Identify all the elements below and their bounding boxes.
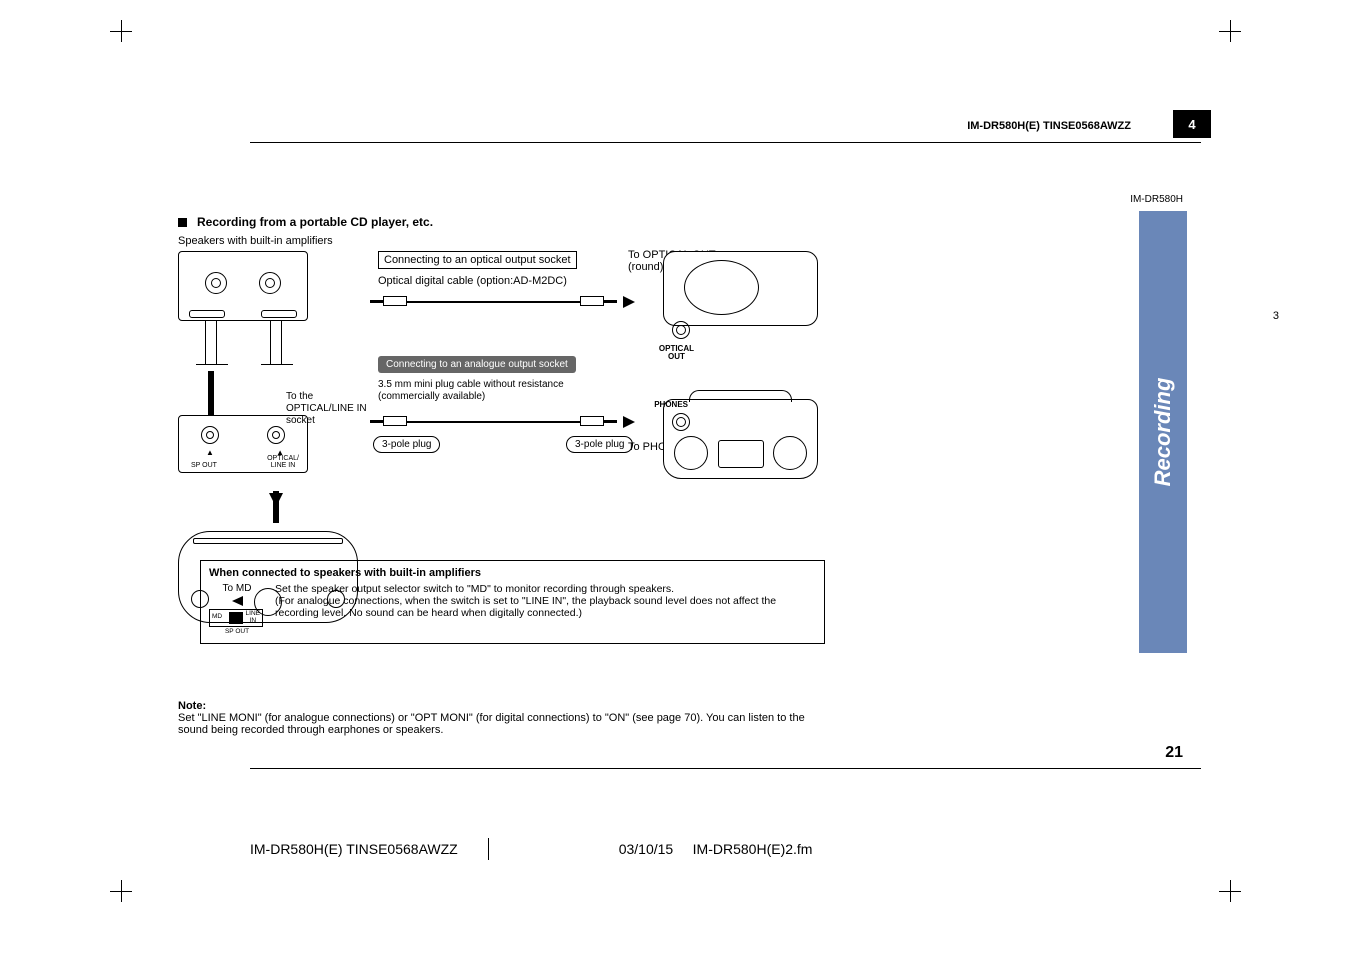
crop-mark [1219, 20, 1241, 42]
crop-mark [110, 20, 132, 42]
switch-sp-out: SP OUT [209, 628, 265, 635]
bullet-icon [178, 218, 187, 227]
phones-socket-icon [672, 413, 690, 431]
phones-small-label: PHONES [654, 401, 688, 409]
switch-graphic: To MD MD LINE IN SP OUT [209, 583, 265, 635]
arrow-right-icon [623, 416, 635, 428]
optical-conn-box: Connecting to an optical output socket [378, 251, 577, 269]
boombox-icon [663, 399, 818, 479]
plug-icon [383, 296, 407, 306]
content: Recording from a portable CD player, etc… [178, 215, 818, 601]
optical-out-small-label: OPTICAL OUT [659, 345, 694, 361]
three-pole-right: 3-pole plug [566, 436, 633, 453]
sheet-number: 3 [1273, 310, 1279, 322]
switch-line-in: LINE IN [246, 611, 260, 624]
footer: IM-DR580H(E) TINSE0568AWZZ 03/10/15 IM-D… [250, 838, 1201, 860]
cd-player-icon [663, 251, 818, 326]
crop-mark [110, 880, 132, 902]
note-heading: Note: [178, 700, 818, 712]
speaker-note-box: When connected to speakers with built-in… [200, 560, 825, 644]
footer-date: 03/10/15 [619, 841, 674, 857]
three-pole-left: 3-pole plug [373, 436, 440, 453]
plug-icon [580, 416, 604, 426]
arrow-right-icon [623, 296, 635, 308]
optical-socket-icon [672, 321, 690, 339]
cable-icon [208, 371, 214, 421]
footer-left: IM-DR580H(E) TINSE0568AWZZ [250, 841, 458, 857]
header-model-sm: IM-DR580H [1130, 194, 1183, 205]
optical-line-in-label: OPTICAL/ LINE IN [267, 455, 299, 469]
connection-diagram: ▲▲ SP OUT OPTICAL/ LINE IN To the OPTICA… [178, 251, 818, 601]
section-title-row: Recording from a portable CD player, etc… [178, 215, 818, 229]
speaker-note-title: When connected to speakers with built-in… [209, 567, 816, 579]
note-block: Note: Set "LINE MONI" (for analogue conn… [178, 700, 818, 736]
switch-md: MD [212, 613, 222, 620]
page-tab: 4 [1173, 110, 1211, 138]
sp-out-label: SP OUT [191, 462, 217, 469]
side-tab: Recording -Connecting to a Stereo System… [1139, 211, 1187, 653]
optical-cable-label: Optical digital cable (option:AD-M2DC) [378, 275, 567, 287]
page-number: 21 [1165, 744, 1183, 762]
crop-mark [1219, 880, 1241, 902]
spk-note-line1: Set the speaker output selector switch t… [275, 583, 816, 595]
to-md-label: To MD [209, 583, 265, 594]
side-tab-title: Recording [1150, 378, 1176, 487]
side-tab-subtitle: -Connecting to a Stereo System, PC, etc.… [1270, 334, 1281, 531]
divider [250, 768, 1201, 769]
spk-note-line2: (For analogue connections, when the swit… [275, 595, 816, 619]
cable-icon [388, 301, 603, 303]
speaker-icon [178, 251, 308, 321]
plug-icon [383, 416, 407, 426]
note-body: Set "LINE MONI" (for analogue connection… [178, 712, 818, 736]
arrow-down-icon [269, 493, 283, 507]
analogue-conn-pill: Connecting to an analogue output socket [378, 356, 576, 373]
header-model: IM-DR580H(E) TINSE0568AWZZ [967, 120, 1131, 132]
plug-icon [580, 296, 604, 306]
section-subtitle: Speakers with built-in amplifiers [178, 235, 818, 247]
footer-file: IM-DR580H(E)2.fm [693, 841, 813, 857]
section-title: Recording from a portable CD player, etc… [197, 215, 433, 229]
divider [250, 142, 1201, 143]
mini-plug-cable-label: 3.5 mm mini plug cable without resistanc… [378, 379, 608, 403]
cable-icon [388, 421, 603, 423]
to-line-in-label: To the OPTICAL/LINE IN socket [286, 391, 376, 427]
footer-divider [488, 838, 489, 860]
arrow-left-icon [232, 596, 243, 606]
